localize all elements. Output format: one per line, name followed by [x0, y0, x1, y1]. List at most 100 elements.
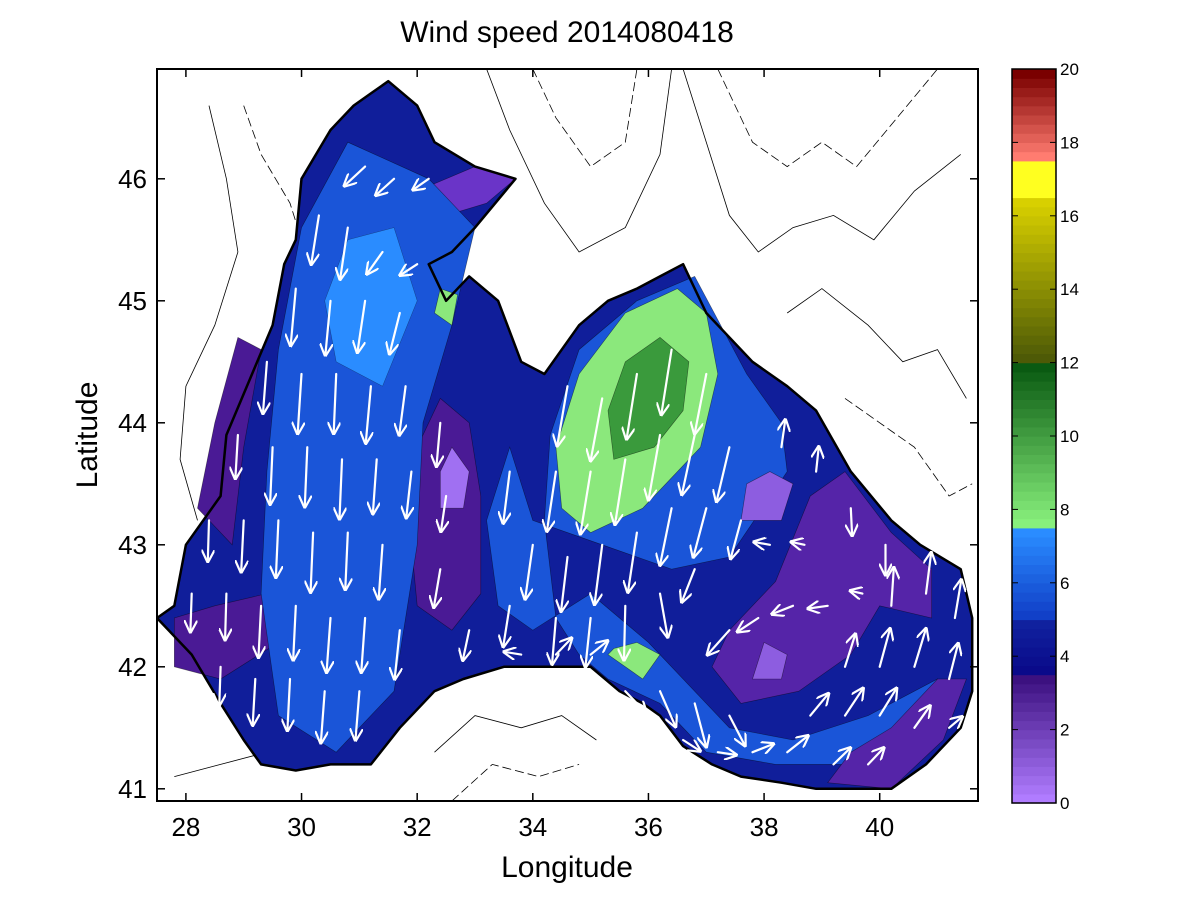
contour-line — [717, 69, 938, 168]
colorbar-tick-label: 14 — [1060, 280, 1079, 299]
wind-vector — [434, 568, 440, 607]
wind-vector — [708, 629, 731, 654]
wind-vector — [717, 446, 731, 501]
wind-vector — [241, 519, 244, 571]
wind-vector — [367, 250, 384, 274]
wind-vector — [376, 177, 396, 195]
contour-line — [179, 105, 239, 521]
colorbar-step — [1012, 160, 1056, 171]
colorbar-step — [1012, 390, 1056, 400]
colorbar-step — [1012, 87, 1056, 98]
colorbar-step — [1012, 738, 1056, 749]
wind-vector — [851, 591, 864, 594]
y-tick-label: 45 — [118, 286, 147, 316]
colorbar-step — [1012, 362, 1056, 373]
wind-vector — [401, 263, 419, 275]
x-axis-label: Longitude — [501, 851, 633, 884]
x-tick-label: 40 — [865, 812, 894, 842]
x-tick-label: 30 — [287, 812, 316, 842]
colorbar-step — [1012, 445, 1056, 455]
wind-vector — [681, 738, 700, 751]
wind-vector — [356, 690, 360, 739]
sea-region-light-purple — [740, 471, 794, 521]
colorbar-step — [1012, 408, 1056, 419]
wind-vector — [773, 606, 795, 614]
wind-vector — [379, 543, 383, 599]
x-tick-label: 34 — [518, 812, 547, 842]
y-tick-label: 44 — [118, 408, 147, 438]
wind-vector — [628, 531, 639, 592]
y-axis-label: Latitude — [71, 382, 104, 489]
wind-vector — [190, 592, 191, 632]
colorbar-step — [1012, 775, 1056, 786]
wind-vector — [287, 677, 290, 730]
colorbar-tick-label: 0 — [1060, 794, 1069, 813]
wind-vector — [731, 519, 743, 558]
wind-vector — [340, 458, 343, 518]
colorbar-step — [1012, 298, 1056, 309]
colorbar-step — [1012, 188, 1056, 199]
colorbar-step — [1012, 748, 1056, 758]
wind-vector — [366, 385, 371, 442]
colorbar-step — [1012, 280, 1056, 290]
wind-vector — [270, 446, 273, 503]
wind-vector — [682, 568, 696, 601]
wind-vector — [591, 397, 604, 460]
contour-line — [786, 288, 967, 399]
colorbar-step — [1012, 78, 1056, 88]
y-tick-label: 41 — [118, 774, 147, 804]
wind-vector — [809, 606, 829, 609]
wind-vector — [503, 470, 509, 523]
wind-vector — [891, 568, 894, 607]
colorbar-step — [1012, 564, 1056, 575]
colorbar-step — [1012, 344, 1056, 355]
chart-title: Wind speed 2014080418 — [400, 16, 734, 49]
wind-vector — [373, 458, 377, 513]
wind-vector — [334, 372, 337, 433]
wind-vector — [682, 433, 696, 494]
colorbar-step — [1012, 546, 1056, 556]
colorbar-step — [1012, 169, 1056, 180]
colorbar-tick-label: 18 — [1060, 133, 1079, 152]
coastline — [157, 79, 974, 791]
colorbar-step — [1012, 509, 1056, 520]
wind-vector — [694, 507, 708, 556]
x-tick-label: 38 — [750, 812, 779, 842]
colorbar-tick-label: 10 — [1060, 427, 1079, 446]
wind-vector — [878, 689, 897, 717]
colorbar-step — [1012, 656, 1056, 666]
x-axis: 28 30 32 34 36 38 40 — [171, 69, 894, 842]
colorbar-step — [1012, 225, 1056, 235]
colorbar-step — [1012, 619, 1056, 630]
colorbar-step — [1012, 573, 1056, 584]
sea-region-light-purple — [439, 446, 470, 509]
wind-vector — [615, 458, 627, 523]
colorbar-step — [1012, 683, 1056, 694]
colorbar-tick-label: 2 — [1060, 721, 1069, 740]
wind-vector — [437, 421, 441, 466]
colorbar-step — [1012, 463, 1056, 474]
wind-vector — [345, 165, 367, 186]
colorbar-step — [1012, 729, 1056, 740]
wind-vector — [658, 690, 675, 726]
wind-vector — [327, 616, 331, 672]
wind-vector — [695, 372, 708, 433]
wind-vector — [552, 616, 556, 664]
wind-vector — [738, 616, 760, 631]
contour-line — [451, 763, 580, 801]
colorbar-step — [1012, 399, 1056, 410]
wind-vector — [305, 446, 308, 506]
wind-vector — [561, 555, 567, 611]
wind-vector — [595, 543, 604, 604]
wind-vector — [661, 348, 673, 414]
wind-vector — [293, 604, 296, 660]
wind-vector — [955, 580, 961, 620]
colorbar-tick-label: 16 — [1060, 207, 1079, 226]
wind-vector — [913, 706, 929, 729]
wind-vector — [463, 629, 469, 660]
wind-vector — [624, 604, 625, 660]
colorbar-step — [1012, 720, 1056, 731]
contour-line — [682, 69, 961, 253]
wind-vector — [947, 644, 958, 681]
colorbar-step — [1012, 674, 1056, 685]
